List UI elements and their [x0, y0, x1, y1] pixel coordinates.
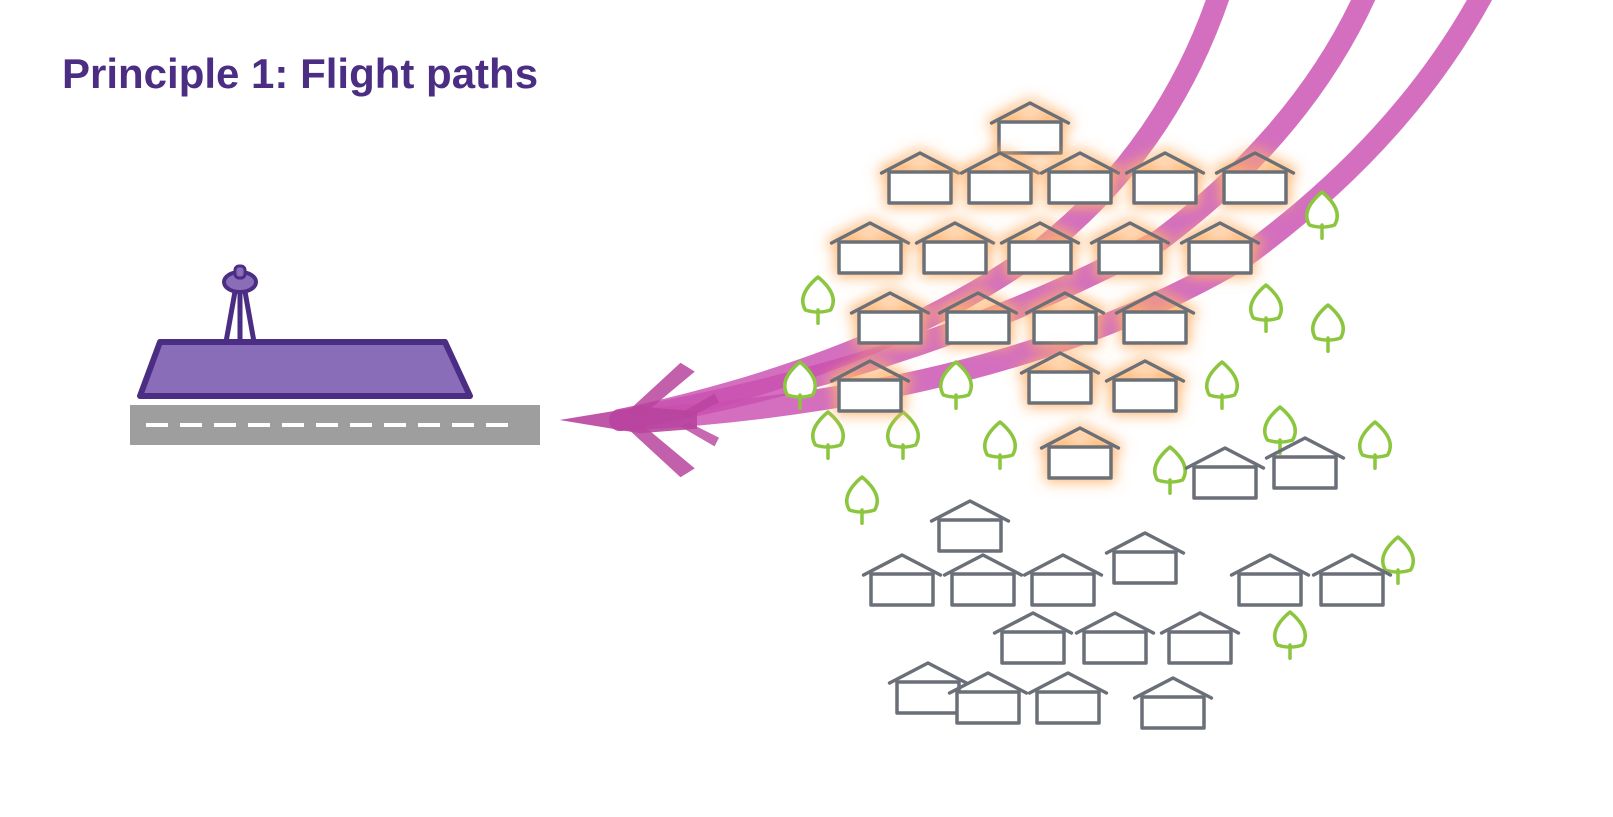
house-icon-affected: [992, 103, 1069, 153]
house-icon-affected: [1042, 153, 1119, 203]
house-icon: [1025, 555, 1102, 605]
tree-icon: [1207, 362, 1237, 408]
house-icon-affected: [832, 223, 909, 273]
runway-dash: [180, 423, 202, 427]
runway-dash: [452, 423, 474, 427]
house-icon-affected: [917, 223, 994, 273]
runway-dash: [214, 423, 236, 427]
house-icon: [1030, 673, 1107, 723]
flight-path-3: [620, 0, 1500, 420]
tree-icon: [1313, 305, 1343, 351]
runway-dash: [418, 423, 440, 427]
house-icon: [1232, 555, 1309, 605]
house-icon: [864, 555, 941, 605]
tree-icon: [1275, 612, 1305, 658]
runway-dash: [316, 423, 338, 427]
runway-dash: [146, 423, 168, 427]
tree-icon: [1155, 447, 1185, 493]
runway-dash: [486, 423, 508, 427]
tree-icon: [1383, 537, 1413, 583]
house-icon: [1267, 438, 1344, 488]
house-icon-affected: [1042, 428, 1119, 478]
house-icon: [945, 555, 1022, 605]
house-icon: [1107, 533, 1184, 583]
tree-icon: [888, 412, 918, 458]
house-icon: [1314, 555, 1391, 605]
terminal-building: [140, 342, 470, 396]
runway-dash: [282, 423, 304, 427]
runway-dash: [248, 423, 270, 427]
house-icon: [1077, 613, 1154, 663]
diagram-canvas: [0, 0, 1613, 817]
house-icon-affected: [852, 293, 929, 343]
house-icon: [932, 501, 1009, 551]
house-icon: [995, 613, 1072, 663]
runway-dash: [350, 423, 372, 427]
tree-icon: [803, 277, 833, 323]
control-tower: [224, 266, 256, 342]
house-icon: [890, 663, 967, 713]
tree-icon: [985, 422, 1015, 468]
house-icon-affected: [882, 153, 959, 203]
house-icon: [1187, 448, 1264, 498]
airplane-icon: [560, 363, 720, 477]
tree-icon: [813, 412, 843, 458]
tree-icon: [847, 477, 877, 523]
house-icon: [1135, 678, 1212, 728]
flight-path-1: [620, 0, 1230, 420]
house-icon-affected: [962, 153, 1039, 203]
house-icon: [1162, 613, 1239, 663]
tree-icon: [1251, 285, 1281, 331]
house-icon-affected: [1182, 223, 1259, 273]
house-icon-affected: [1107, 361, 1184, 411]
runway-dash: [384, 423, 406, 427]
tree-icon: [1360, 422, 1390, 468]
flight-paths-group: [620, 0, 1500, 420]
